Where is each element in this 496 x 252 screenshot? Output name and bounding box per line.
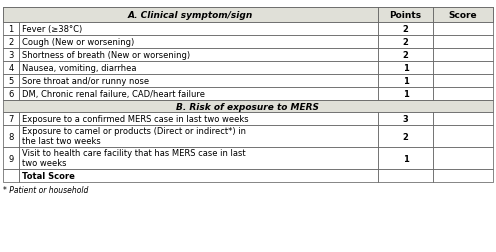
Text: 7: 7 (8, 115, 14, 123)
Bar (433, 113, 493, 125)
Bar (3, 147, 19, 169)
Text: Nausea, vomiting, diarrhea: Nausea, vomiting, diarrhea (22, 64, 136, 73)
Text: 2: 2 (403, 38, 408, 47)
Text: Sore throat and/or runny nose: Sore throat and/or runny nose (22, 77, 149, 86)
Bar (3, 23, 19, 36)
Bar (19, 75, 378, 88)
Text: the last two weeks: the last two weeks (22, 137, 101, 146)
Bar (3, 8, 493, 23)
Text: Cough (New or worsening): Cough (New or worsening) (22, 38, 134, 47)
Text: B. Risk of exposure to MERS: B. Risk of exposure to MERS (177, 102, 319, 111)
Text: 1: 1 (403, 64, 408, 73)
Bar (3, 8, 378, 23)
Text: 2: 2 (403, 132, 408, 141)
Text: Exposure to a confirmed MERS case in last two weeks: Exposure to a confirmed MERS case in las… (22, 115, 248, 123)
Text: 3: 3 (8, 51, 14, 60)
Bar (3, 49, 19, 62)
Text: 4: 4 (8, 64, 13, 73)
Text: * Patient or household: * Patient or household (3, 185, 88, 194)
Text: 1: 1 (403, 90, 408, 99)
Bar (433, 147, 493, 169)
Bar (19, 23, 378, 36)
Bar (378, 23, 433, 36)
Bar (433, 49, 493, 62)
Bar (433, 75, 493, 88)
Text: Points: Points (389, 11, 422, 20)
Bar (3, 88, 19, 101)
Text: Exposure to camel or products (Direct or indirect*) in: Exposure to camel or products (Direct or… (22, 127, 246, 136)
Bar (378, 36, 433, 49)
Bar (19, 125, 378, 147)
Bar (378, 125, 433, 147)
Text: Visit to health care facility that has MERS case in last: Visit to health care facility that has M… (22, 149, 246, 158)
Text: 1: 1 (8, 25, 13, 34)
Bar (3, 36, 19, 49)
Text: 2: 2 (403, 51, 408, 60)
Text: 5: 5 (8, 77, 13, 86)
Bar (378, 62, 433, 75)
Bar (378, 75, 433, 88)
Text: Total Score: Total Score (22, 171, 75, 180)
Bar (3, 125, 19, 147)
Bar (19, 49, 378, 62)
Text: 9: 9 (8, 154, 13, 163)
Text: 2: 2 (8, 38, 13, 47)
Text: 3: 3 (403, 115, 408, 123)
Text: Fever (≥38°C): Fever (≥38°C) (22, 25, 82, 34)
Text: Shortness of breath (New or worsening): Shortness of breath (New or worsening) (22, 51, 190, 60)
Bar (3, 101, 493, 113)
Bar (19, 169, 378, 182)
Text: Score: Score (449, 11, 477, 20)
Bar (3, 75, 19, 88)
Text: two weeks: two weeks (22, 159, 66, 168)
Text: A. Clinical symptom/sign: A. Clinical symptom/sign (128, 11, 253, 20)
Bar (3, 113, 19, 125)
Bar (433, 8, 493, 23)
Bar (19, 62, 378, 75)
Text: 1: 1 (403, 77, 408, 86)
Bar (378, 88, 433, 101)
Bar (378, 169, 433, 182)
Bar (19, 36, 378, 49)
Bar (378, 8, 433, 23)
Text: DM, Chronic renal failure, CAD/heart failure: DM, Chronic renal failure, CAD/heart fai… (22, 90, 205, 99)
Bar (433, 125, 493, 147)
Bar (433, 62, 493, 75)
Bar (433, 36, 493, 49)
Bar (378, 49, 433, 62)
Text: 1: 1 (403, 154, 408, 163)
Text: 6: 6 (8, 90, 14, 99)
Bar (433, 169, 493, 182)
Bar (3, 169, 19, 182)
Text: 8: 8 (8, 132, 14, 141)
Bar (3, 62, 19, 75)
Bar (19, 88, 378, 101)
Bar (378, 147, 433, 169)
Text: 2: 2 (403, 25, 408, 34)
Bar (19, 147, 378, 169)
Bar (378, 113, 433, 125)
Bar (433, 88, 493, 101)
Bar (19, 113, 378, 125)
Bar (433, 23, 493, 36)
